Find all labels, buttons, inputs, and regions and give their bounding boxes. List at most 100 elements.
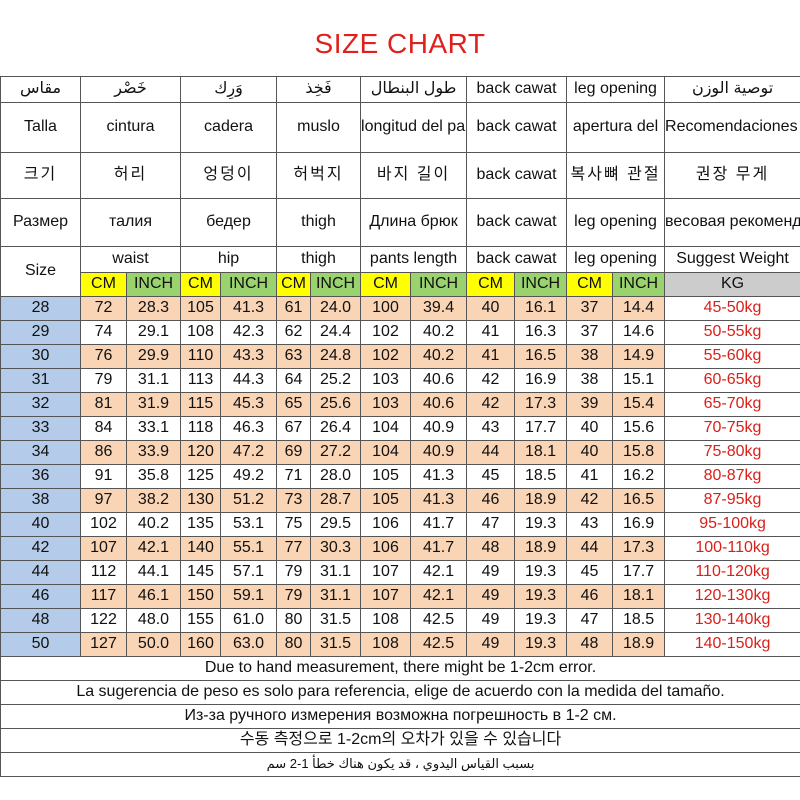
measurement-cell: 59.1	[219, 584, 278, 609]
measurement-cell: 140	[180, 536, 221, 561]
footer-note: Из-за ручного измерения возможна погрешн…	[0, 704, 800, 729]
measurement-cell: 31.5	[310, 632, 362, 657]
measurement-cell: 39.4	[410, 296, 468, 321]
size-rows: 28 72 28.3 105 41.3 61 24.0 100 39.4 40 16.1 37 14.4…	[0, 296, 800, 657]
measurement-cell: 47	[566, 608, 614, 633]
footer-note: بسبب القياس اليدوي ، قد يكون هناك خطأ 1-…	[0, 752, 800, 777]
measurement-cell: 106	[360, 536, 412, 561]
measurement-cell: 48.0	[126, 608, 181, 633]
measurement-cell: 46	[466, 488, 516, 513]
size-cell: 36	[0, 464, 81, 489]
measurement-cell: 115	[180, 392, 221, 417]
measurement-cell: 40.2	[126, 512, 181, 537]
size-cell: 32	[0, 392, 81, 417]
unit-cell-inch: INCH	[126, 272, 181, 297]
unit-cell-cm: CM	[360, 272, 412, 297]
measurement-cell: 105	[360, 464, 412, 489]
measurement-cell: 29.5	[310, 512, 362, 537]
header-cell: hip	[179, 246, 278, 273]
measurement-cell: 72	[80, 296, 127, 321]
weight-cell: 80-87kg	[664, 464, 800, 489]
unit-cell-inch: INCH	[612, 272, 666, 297]
size-cell: 44	[0, 560, 81, 585]
measurement-cell: 16.5	[612, 488, 666, 513]
unit-cell-cm: CM	[276, 272, 312, 297]
header-cell: 허리	[80, 152, 181, 199]
measurement-cell: 18.1	[612, 584, 666, 609]
measurement-cell: 86	[80, 440, 127, 465]
measurement-cell: 15.6	[612, 416, 666, 441]
measurement-cell: 16.5	[514, 344, 568, 369]
table-row: 50 127 50.0 160 63.0 80 31.5 108 42.5 49 19.3 48 18.…	[0, 632, 800, 657]
measurement-cell: 18.9	[514, 536, 568, 561]
measurement-cell: 127	[80, 632, 127, 657]
measurement-cell: 81	[80, 392, 127, 417]
measurement-cell: 16.1	[514, 296, 568, 321]
measurement-cell: 73	[276, 488, 312, 513]
measurement-cell: 47.2	[219, 440, 278, 465]
measurement-cell: 41.7	[410, 512, 468, 537]
size-chart-table: مقاس خَصْر وَرِك فَخِذ طول البنطال back …	[0, 76, 800, 777]
header-cell: весовая рекомендации	[664, 198, 800, 247]
table-row: 44 112 44.1 145 57.1 79 31.1 107 42.1 49 19.3 45 17.…	[0, 560, 800, 585]
measurement-cell: 18.5	[612, 608, 666, 633]
measurement-cell: 43	[566, 512, 614, 537]
units-row: CM INCH CM INCH CM INCH CM INCH CM INCH …	[1, 272, 800, 297]
measurement-cell: 19.3	[514, 512, 568, 537]
measurement-cell: 97	[80, 488, 127, 513]
measurement-cell: 145	[180, 560, 221, 585]
unit-cell-cm: CM	[180, 272, 221, 297]
measurement-cell: 41	[566, 464, 614, 489]
unit-cell-inch: INCH	[410, 272, 468, 297]
measurement-cell: 61	[276, 296, 312, 321]
header-row-spanish: Talla cintura cadera muslo longitud del …	[0, 102, 800, 153]
header-cell: Recomendaciones de peso	[664, 102, 800, 153]
measurement-cell: 40	[566, 440, 614, 465]
unit-cell-kg: KG	[664, 272, 800, 297]
size-cell: 33	[0, 416, 81, 441]
measurement-cell: 37	[566, 296, 614, 321]
header-cell: توصية الوزن	[664, 76, 800, 103]
measurement-cell: 28.3	[126, 296, 181, 321]
measurement-cell: 108	[360, 632, 412, 657]
measurement-cell: 49.2	[219, 464, 278, 489]
header-cell: 엉덩이	[179, 152, 278, 199]
measurement-cell: 25.6	[310, 392, 362, 417]
unit-cell-cm: CM	[566, 272, 614, 297]
measurement-cell: 41.7	[410, 536, 468, 561]
measurement-cell: 38	[566, 344, 614, 369]
measurement-cell: 102	[80, 512, 127, 537]
measurement-cell: 103	[360, 368, 412, 393]
unit-cell-cm: CM	[80, 272, 127, 297]
measurement-cell: 19.3	[514, 584, 568, 609]
measurement-cell: 130	[180, 488, 221, 513]
weight-cell: 65-70kg	[664, 392, 800, 417]
measurement-cell: 110	[180, 344, 221, 369]
measurement-cell: 40.6	[410, 392, 468, 417]
weight-cell: 60-65kg	[664, 368, 800, 393]
measurement-cell: 160	[180, 632, 221, 657]
measurement-cell: 39	[566, 392, 614, 417]
measurement-cell: 104	[360, 440, 412, 465]
measurement-cell: 40.9	[410, 440, 468, 465]
measurement-cell: 15.8	[612, 440, 666, 465]
measurement-cell: 125	[180, 464, 221, 489]
measurement-cell: 79	[276, 560, 312, 585]
weight-cell: 110-120kg	[664, 560, 800, 585]
measurement-cell: 107	[360, 560, 412, 585]
unit-cell-inch: INCH	[310, 272, 362, 297]
table-row: 34 86 33.9 120 47.2 69 27.2 104 40.9 44 18.1 40 15.8…	[0, 440, 800, 465]
measurement-cell: 84	[80, 416, 127, 441]
measurement-cell: 63	[276, 344, 312, 369]
measurement-cell: 107	[80, 536, 127, 561]
footer-notes: Due to hand measurement, there might be …	[0, 656, 800, 777]
measurement-cell: 48	[566, 632, 614, 657]
measurement-cell: 16.3	[514, 320, 568, 345]
weight-cell: 55-60kg	[664, 344, 800, 369]
measurement-cell: 14.9	[612, 344, 666, 369]
size-cell: 30	[0, 344, 81, 369]
measurement-cell: 14.6	[612, 320, 666, 345]
weight-cell: 50-55kg	[664, 320, 800, 345]
measurement-cell: 106	[360, 512, 412, 537]
measurement-cell: 105	[180, 296, 221, 321]
